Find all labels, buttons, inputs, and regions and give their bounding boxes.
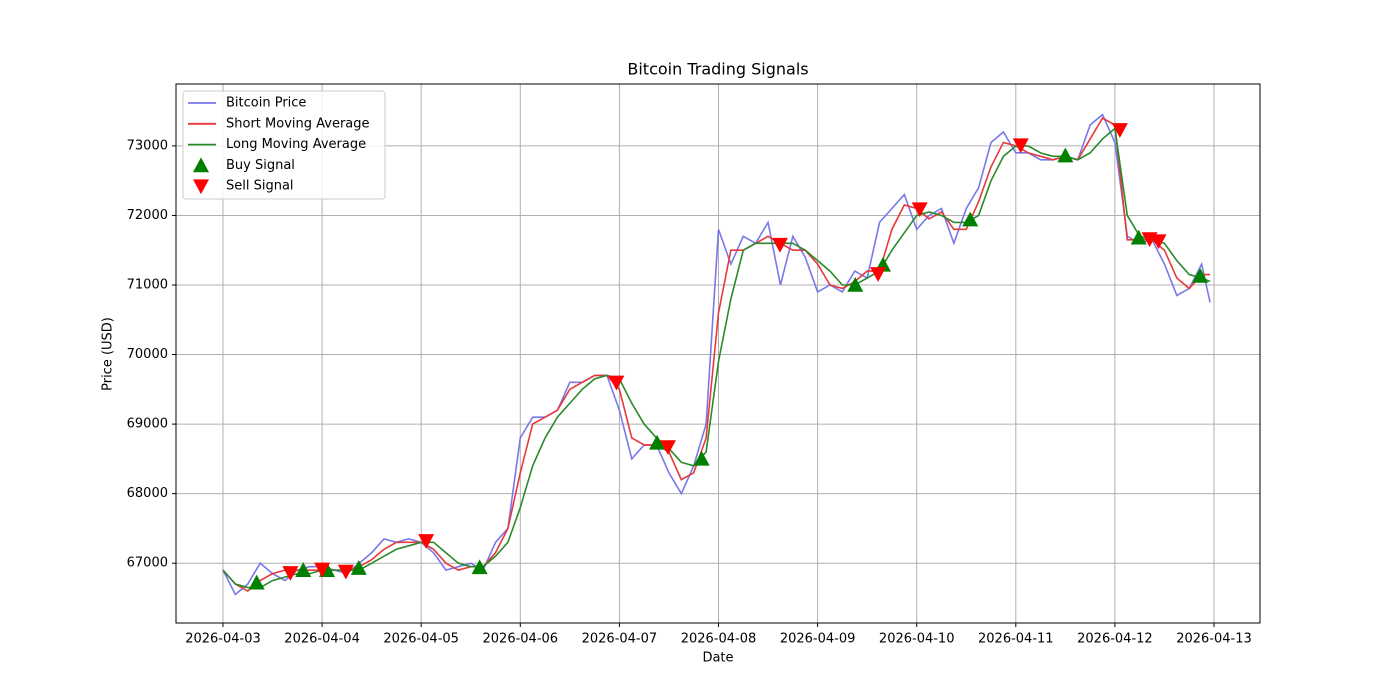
buy-signal — [248, 574, 265, 590]
legend-label: Short Moving Average — [226, 116, 370, 131]
buy-signal — [962, 211, 979, 227]
y-tick-label: 73000 — [127, 138, 168, 153]
buy-signal — [693, 450, 710, 466]
legend-label: Long Moving Average — [226, 137, 366, 152]
buy-signal — [350, 560, 367, 575]
y-tick-label: 68000 — [127, 486, 168, 501]
x-tick-label: 2026-04-07 — [582, 632, 658, 647]
x-tick-label: 2026-04-11 — [978, 632, 1054, 647]
price-line — [222, 113, 1211, 596]
x-tick-label: 2026-04-09 — [780, 632, 856, 647]
price-line — [222, 126, 1211, 589]
buy-signal — [847, 276, 864, 292]
x-tick-label: 2026-04-05 — [383, 632, 459, 647]
legend-label: Sell Signal — [226, 179, 294, 194]
x-tick-label: 2026-04-03 — [185, 632, 261, 647]
sell-signal — [418, 534, 435, 549]
y-tick-label: 71000 — [127, 277, 168, 292]
sell-signal — [771, 237, 788, 253]
price-line — [222, 117, 1211, 592]
y-tick-label: 67000 — [127, 556, 168, 571]
y-tick-label: 69000 — [127, 417, 168, 432]
buy-signal — [1192, 267, 1209, 283]
buy-signal — [471, 559, 488, 575]
x-tick-label: 2026-04-04 — [284, 632, 360, 647]
sell-signal — [911, 202, 928, 218]
sell-signal — [337, 564, 354, 580]
legend-label: Buy Signal — [226, 158, 295, 173]
x-tick-label: 2026-04-06 — [483, 632, 559, 647]
legend-marker — [193, 157, 209, 173]
chart-title: Bitcoin Trading Signals — [627, 60, 808, 79]
x-tick-label: 2026-04-12 — [1077, 632, 1153, 647]
sell-signal — [282, 566, 299, 581]
x-tick-label: 2026-04-10 — [879, 632, 955, 647]
legend-box — [182, 90, 386, 200]
buy-signal — [295, 562, 312, 577]
sell-signal — [1111, 123, 1128, 138]
buy-signal — [649, 434, 666, 450]
x-tick-label: 2026-04-08 — [681, 632, 757, 647]
sell-signal — [659, 440, 676, 456]
y-tick-label: 72000 — [127, 208, 168, 223]
x-axis-label: Date — [702, 651, 733, 666]
axes-frame — [175, 83, 1261, 624]
x-tick-label: 2026-04-13 — [1176, 632, 1252, 647]
sell-signal — [314, 562, 331, 578]
legend-label: Bitcoin Price — [226, 96, 306, 111]
sell-signal — [608, 375, 625, 391]
buy-signal — [1057, 147, 1074, 163]
grid: 67000 68000 69000 70000 71000 72000 73000 2026-… — [127, 84, 1260, 647]
sell-signal — [1150, 234, 1167, 250]
y-axis-label: Price (USD) — [101, 317, 116, 391]
buy-signal — [1130, 229, 1147, 245]
sell-signal — [870, 267, 887, 282]
legend-marker — [193, 179, 209, 195]
y-tick-label: 70000 — [127, 347, 168, 362]
sell-signal — [1012, 138, 1029, 154]
legend: Bitcoin Price Short Moving Average Long Mo… — [182, 90, 386, 200]
plot-area — [222, 113, 1211, 596]
